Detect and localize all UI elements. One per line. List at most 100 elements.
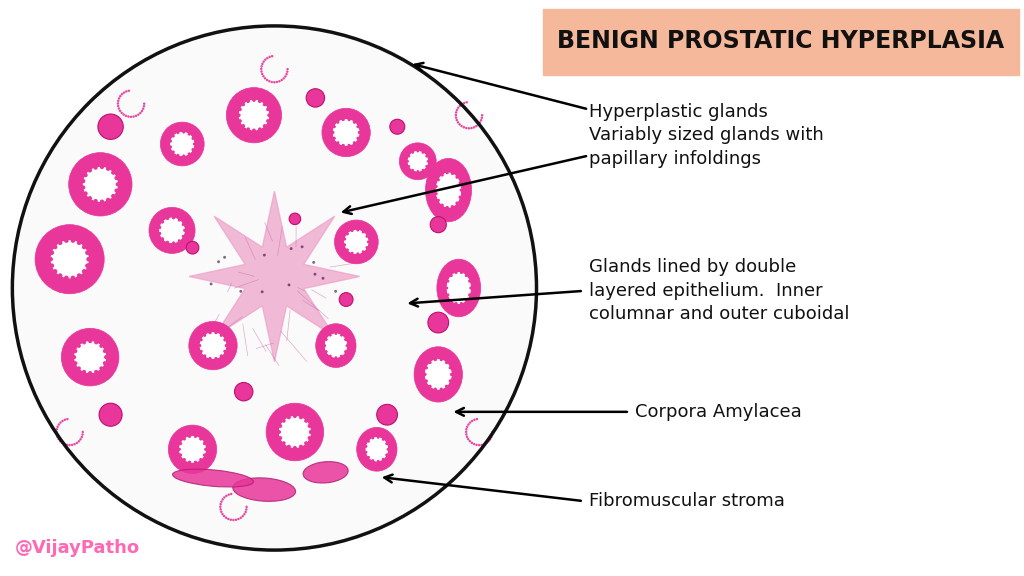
Ellipse shape bbox=[195, 435, 197, 438]
Ellipse shape bbox=[372, 459, 374, 462]
Ellipse shape bbox=[412, 169, 414, 171]
Ellipse shape bbox=[55, 431, 57, 433]
Ellipse shape bbox=[187, 132, 190, 135]
Ellipse shape bbox=[335, 357, 337, 359]
Ellipse shape bbox=[477, 123, 479, 126]
Ellipse shape bbox=[365, 445, 368, 448]
Ellipse shape bbox=[309, 430, 312, 434]
Ellipse shape bbox=[66, 444, 69, 446]
Ellipse shape bbox=[367, 240, 370, 244]
Ellipse shape bbox=[459, 104, 461, 107]
Ellipse shape bbox=[279, 424, 283, 428]
Ellipse shape bbox=[286, 70, 289, 73]
Ellipse shape bbox=[187, 133, 190, 135]
Ellipse shape bbox=[356, 137, 359, 140]
Ellipse shape bbox=[221, 513, 223, 516]
Ellipse shape bbox=[103, 350, 106, 353]
Ellipse shape bbox=[50, 240, 89, 278]
Ellipse shape bbox=[161, 221, 164, 223]
Ellipse shape bbox=[446, 293, 450, 296]
Ellipse shape bbox=[368, 456, 370, 458]
Ellipse shape bbox=[333, 125, 336, 128]
Ellipse shape bbox=[82, 179, 85, 183]
Ellipse shape bbox=[343, 244, 346, 246]
Ellipse shape bbox=[445, 206, 449, 209]
Ellipse shape bbox=[247, 128, 250, 131]
Ellipse shape bbox=[480, 119, 482, 122]
Ellipse shape bbox=[425, 359, 452, 389]
Ellipse shape bbox=[445, 286, 449, 290]
Ellipse shape bbox=[427, 160, 429, 162]
Ellipse shape bbox=[299, 416, 303, 419]
Ellipse shape bbox=[343, 237, 346, 241]
Ellipse shape bbox=[437, 179, 439, 181]
Ellipse shape bbox=[340, 355, 343, 357]
Ellipse shape bbox=[93, 165, 97, 170]
Ellipse shape bbox=[187, 153, 190, 155]
Ellipse shape bbox=[344, 350, 346, 353]
Ellipse shape bbox=[459, 181, 462, 184]
Ellipse shape bbox=[77, 367, 81, 370]
Ellipse shape bbox=[234, 382, 253, 401]
Ellipse shape bbox=[82, 370, 86, 373]
Ellipse shape bbox=[368, 456, 370, 458]
Ellipse shape bbox=[106, 198, 110, 202]
Ellipse shape bbox=[82, 431, 84, 433]
Ellipse shape bbox=[242, 103, 245, 106]
Ellipse shape bbox=[88, 339, 92, 343]
Ellipse shape bbox=[78, 440, 80, 442]
Ellipse shape bbox=[422, 151, 424, 154]
Ellipse shape bbox=[461, 125, 463, 127]
Ellipse shape bbox=[313, 273, 316, 276]
Ellipse shape bbox=[203, 334, 206, 337]
Ellipse shape bbox=[203, 454, 206, 456]
Ellipse shape bbox=[275, 81, 279, 84]
Ellipse shape bbox=[446, 280, 450, 283]
Ellipse shape bbox=[57, 240, 62, 245]
Ellipse shape bbox=[176, 154, 179, 157]
Ellipse shape bbox=[436, 173, 461, 207]
Ellipse shape bbox=[356, 125, 359, 128]
Ellipse shape bbox=[56, 426, 58, 428]
Ellipse shape bbox=[282, 419, 286, 422]
Ellipse shape bbox=[160, 218, 184, 243]
Ellipse shape bbox=[142, 105, 145, 108]
Ellipse shape bbox=[209, 331, 212, 334]
Ellipse shape bbox=[332, 131, 334, 134]
Ellipse shape bbox=[353, 121, 355, 123]
Ellipse shape bbox=[74, 361, 78, 365]
Ellipse shape bbox=[266, 79, 268, 81]
Ellipse shape bbox=[449, 380, 452, 382]
Ellipse shape bbox=[193, 142, 196, 146]
Ellipse shape bbox=[304, 441, 308, 445]
Ellipse shape bbox=[88, 168, 92, 173]
Ellipse shape bbox=[77, 344, 81, 347]
Ellipse shape bbox=[356, 253, 359, 255]
Ellipse shape bbox=[182, 131, 185, 134]
Ellipse shape bbox=[71, 275, 76, 281]
Ellipse shape bbox=[428, 361, 431, 364]
Ellipse shape bbox=[326, 339, 328, 341]
Ellipse shape bbox=[445, 385, 449, 388]
Ellipse shape bbox=[335, 357, 337, 359]
Ellipse shape bbox=[139, 112, 141, 114]
Ellipse shape bbox=[386, 448, 389, 450]
Ellipse shape bbox=[266, 108, 270, 111]
Ellipse shape bbox=[82, 269, 86, 274]
Ellipse shape bbox=[65, 238, 69, 242]
Ellipse shape bbox=[372, 437, 374, 439]
Ellipse shape bbox=[425, 380, 428, 382]
Ellipse shape bbox=[266, 108, 269, 111]
Ellipse shape bbox=[385, 454, 388, 456]
Ellipse shape bbox=[445, 287, 447, 289]
Ellipse shape bbox=[83, 167, 118, 202]
Ellipse shape bbox=[450, 299, 453, 302]
Ellipse shape bbox=[348, 144, 350, 147]
Ellipse shape bbox=[414, 347, 463, 402]
Ellipse shape bbox=[203, 354, 206, 358]
Ellipse shape bbox=[266, 119, 270, 123]
Ellipse shape bbox=[71, 238, 76, 243]
Ellipse shape bbox=[125, 90, 128, 93]
Ellipse shape bbox=[191, 149, 195, 151]
Ellipse shape bbox=[490, 436, 493, 438]
